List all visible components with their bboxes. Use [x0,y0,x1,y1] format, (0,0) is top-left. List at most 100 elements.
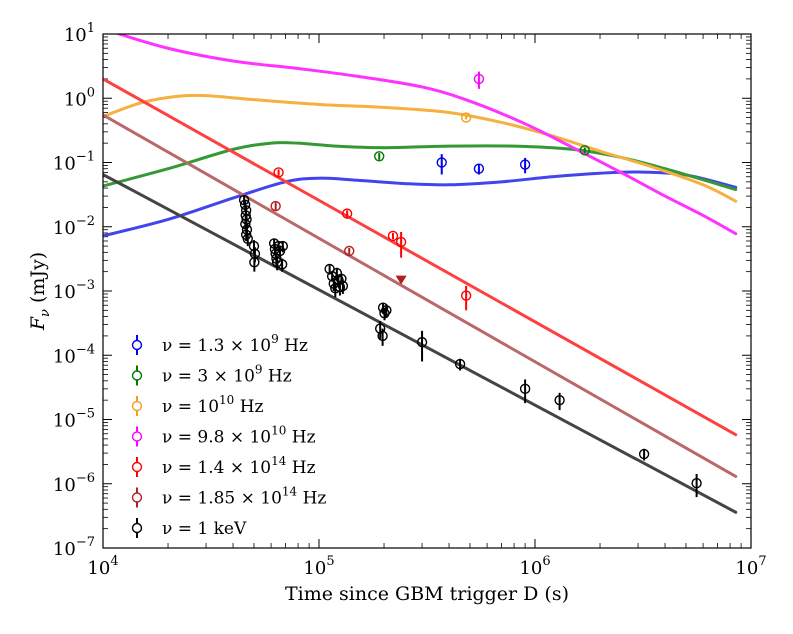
data-point [374,151,385,162]
model-curve [114,34,738,236]
legend-label: ν = 1.3 × 109 Hz [162,332,308,356]
data-point [240,218,251,230]
x-tick-label: 106 [519,554,550,579]
model-curve [103,93,738,203]
x-tick-label-exponent: 5 [326,554,334,569]
legend-label-main: ν = 1.85 × 10 [162,489,282,509]
y-tick-label: 10−6 [53,471,95,496]
x-tick-label: 104 [87,554,118,579]
y-tick-label-base: 10 [53,539,76,560]
legend-label-exponent: 9 [255,363,263,377]
legend-label-main: ν = 1 keV [162,519,247,539]
data-point [519,159,531,170]
x-tick-labels: 104 105 106 107 [87,554,766,579]
x-tick-label-base: 10 [87,558,110,579]
model-curve [103,77,738,437]
legend-label-unit: Hz [234,397,263,417]
y-axis-label-symbol: F [27,316,49,331]
y-axis-label-subscript: ν [38,309,53,317]
y-tick-label-base: 10 [64,89,87,110]
data-point [473,73,485,85]
data-point [238,194,250,206]
legend-label-exponent: 9 [271,332,279,346]
y-tick-label-exponent: −5 [76,407,95,422]
data-point [416,336,428,348]
data-point [374,323,386,334]
legend-marker [131,461,143,473]
plot-frame [102,33,752,549]
model-curve [103,113,738,478]
y-tick-label-base: 10 [53,346,76,367]
y-tick-label-base: 10 [53,218,76,239]
x-tick-label-base: 10 [519,558,542,579]
legend-label: ν = 1 keV [162,519,247,539]
data-point [276,259,288,270]
data-point [691,477,702,489]
model-curve [103,170,738,238]
data-point [395,236,407,248]
y-axis-label: Fν (mJy) [27,252,53,331]
data-point [519,383,531,395]
y-tick-label-exponent: −6 [76,471,95,486]
x-tick-label-exponent: 7 [758,554,766,569]
legend-label: ν = 1.85 × 1014 Hz [162,485,326,509]
y-tick-label: 10−7 [53,535,95,560]
y-tick-label-base: 10 [53,282,76,303]
data-point [579,145,590,156]
legend-label: ν = 9.8 × 1010 Hz [162,424,316,448]
model-curves-layer [103,34,738,514]
data-point [460,112,472,123]
legend-marker [131,431,143,442]
y-tick-label: 10−1 [53,150,95,175]
data-point [249,257,260,268]
x-tick-label: 107 [735,554,766,579]
legend-marker [131,522,143,534]
legend-label-exponent: 10 [219,393,234,407]
legend-label: ν = 1.4 × 1014 Hz [162,454,316,478]
legend-label-unit: Hz [286,428,315,448]
legend-label-main: ν = 9.8 × 10 [162,428,271,448]
y-tick-label: 101 [64,21,95,46]
y-tick-label-exponent: 0 [87,85,95,100]
y-tick-label-exponent: −4 [76,342,95,357]
x-tick-label-base: 10 [735,558,758,579]
legend-marker [131,339,143,351]
legend-label-main: ν = 3 × 10 [162,367,255,387]
y-tick-label: 10−3 [53,278,95,303]
data-point [337,280,349,292]
legend-label-main: ν = 1.3 × 10 [162,336,271,356]
legend-marker [131,400,143,412]
y-tick-label-base: 10 [53,475,76,496]
legend-label-unit: Hz [286,458,315,478]
data-point [381,305,392,316]
legend-label-exponent: 14 [282,485,298,499]
data-point [239,199,251,210]
y-tick-label-exponent: −3 [76,278,95,293]
y-tick-label-exponent: −7 [76,535,95,550]
model-curve [103,173,738,514]
data-point [454,358,466,370]
data-point [377,330,388,342]
data-point [377,302,389,313]
y-tick-label-exponent: −2 [76,214,95,229]
legend-label-unit: Hz [263,367,292,387]
data-point [554,394,565,406]
legend-label-main: ν = 1.4 × 10 [162,458,271,478]
legend-label-exponent: 14 [271,454,287,468]
data-point [379,308,390,319]
y-tick-label: 10−2 [53,214,95,239]
data-point [436,157,447,168]
x-tick-label-exponent: 4 [110,554,118,569]
upper-limit-marker [395,275,407,285]
legend-label: ν = 1010 Hz [162,393,264,417]
data-point [336,273,347,284]
data-point [277,240,289,252]
x-tick-label-base: 10 [303,558,326,579]
y-tick-label-exponent: 1 [87,21,95,36]
legend: ν = 1.3 × 109 Hzν = 3 × 109 Hzν = 1010 H… [131,332,326,539]
data-point [473,163,485,174]
data-point [270,200,281,212]
y-tick-label-base: 10 [53,411,76,432]
data-points-layer [238,71,702,498]
